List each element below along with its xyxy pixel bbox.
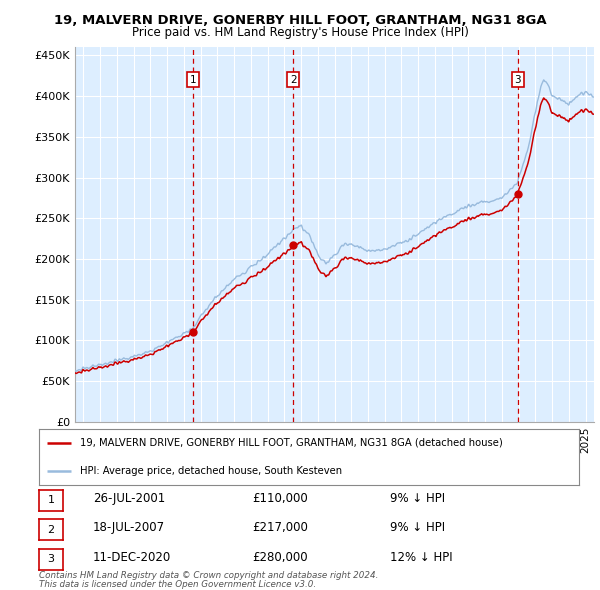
Text: 3: 3 bbox=[47, 554, 55, 564]
Text: This data is licensed under the Open Government Licence v3.0.: This data is licensed under the Open Gov… bbox=[39, 579, 316, 589]
Text: 2: 2 bbox=[290, 75, 296, 85]
Text: HPI: Average price, detached house, South Kesteven: HPI: Average price, detached house, Sout… bbox=[79, 466, 341, 476]
Text: Contains HM Land Registry data © Crown copyright and database right 2024.: Contains HM Land Registry data © Crown c… bbox=[39, 571, 379, 581]
Text: 9% ↓ HPI: 9% ↓ HPI bbox=[390, 491, 445, 504]
Text: 26-JUL-2001: 26-JUL-2001 bbox=[93, 491, 165, 504]
Text: 9% ↓ HPI: 9% ↓ HPI bbox=[390, 521, 445, 534]
Text: 12% ↓ HPI: 12% ↓ HPI bbox=[390, 550, 452, 563]
Text: 3: 3 bbox=[515, 75, 521, 85]
Text: 1: 1 bbox=[47, 495, 55, 505]
Text: 11-DEC-2020: 11-DEC-2020 bbox=[93, 550, 171, 563]
Text: 1: 1 bbox=[190, 75, 197, 85]
Text: £217,000: £217,000 bbox=[252, 521, 308, 534]
Text: £280,000: £280,000 bbox=[252, 550, 308, 563]
Text: 19, MALVERN DRIVE, GONERBY HILL FOOT, GRANTHAM, NG31 8GA: 19, MALVERN DRIVE, GONERBY HILL FOOT, GR… bbox=[53, 14, 547, 27]
Text: Price paid vs. HM Land Registry's House Price Index (HPI): Price paid vs. HM Land Registry's House … bbox=[131, 26, 469, 39]
Text: 18-JUL-2007: 18-JUL-2007 bbox=[93, 521, 165, 534]
Text: £110,000: £110,000 bbox=[252, 491, 308, 504]
Text: 19, MALVERN DRIVE, GONERBY HILL FOOT, GRANTHAM, NG31 8GA (detached house): 19, MALVERN DRIVE, GONERBY HILL FOOT, GR… bbox=[79, 438, 502, 448]
Text: 2: 2 bbox=[47, 525, 55, 535]
